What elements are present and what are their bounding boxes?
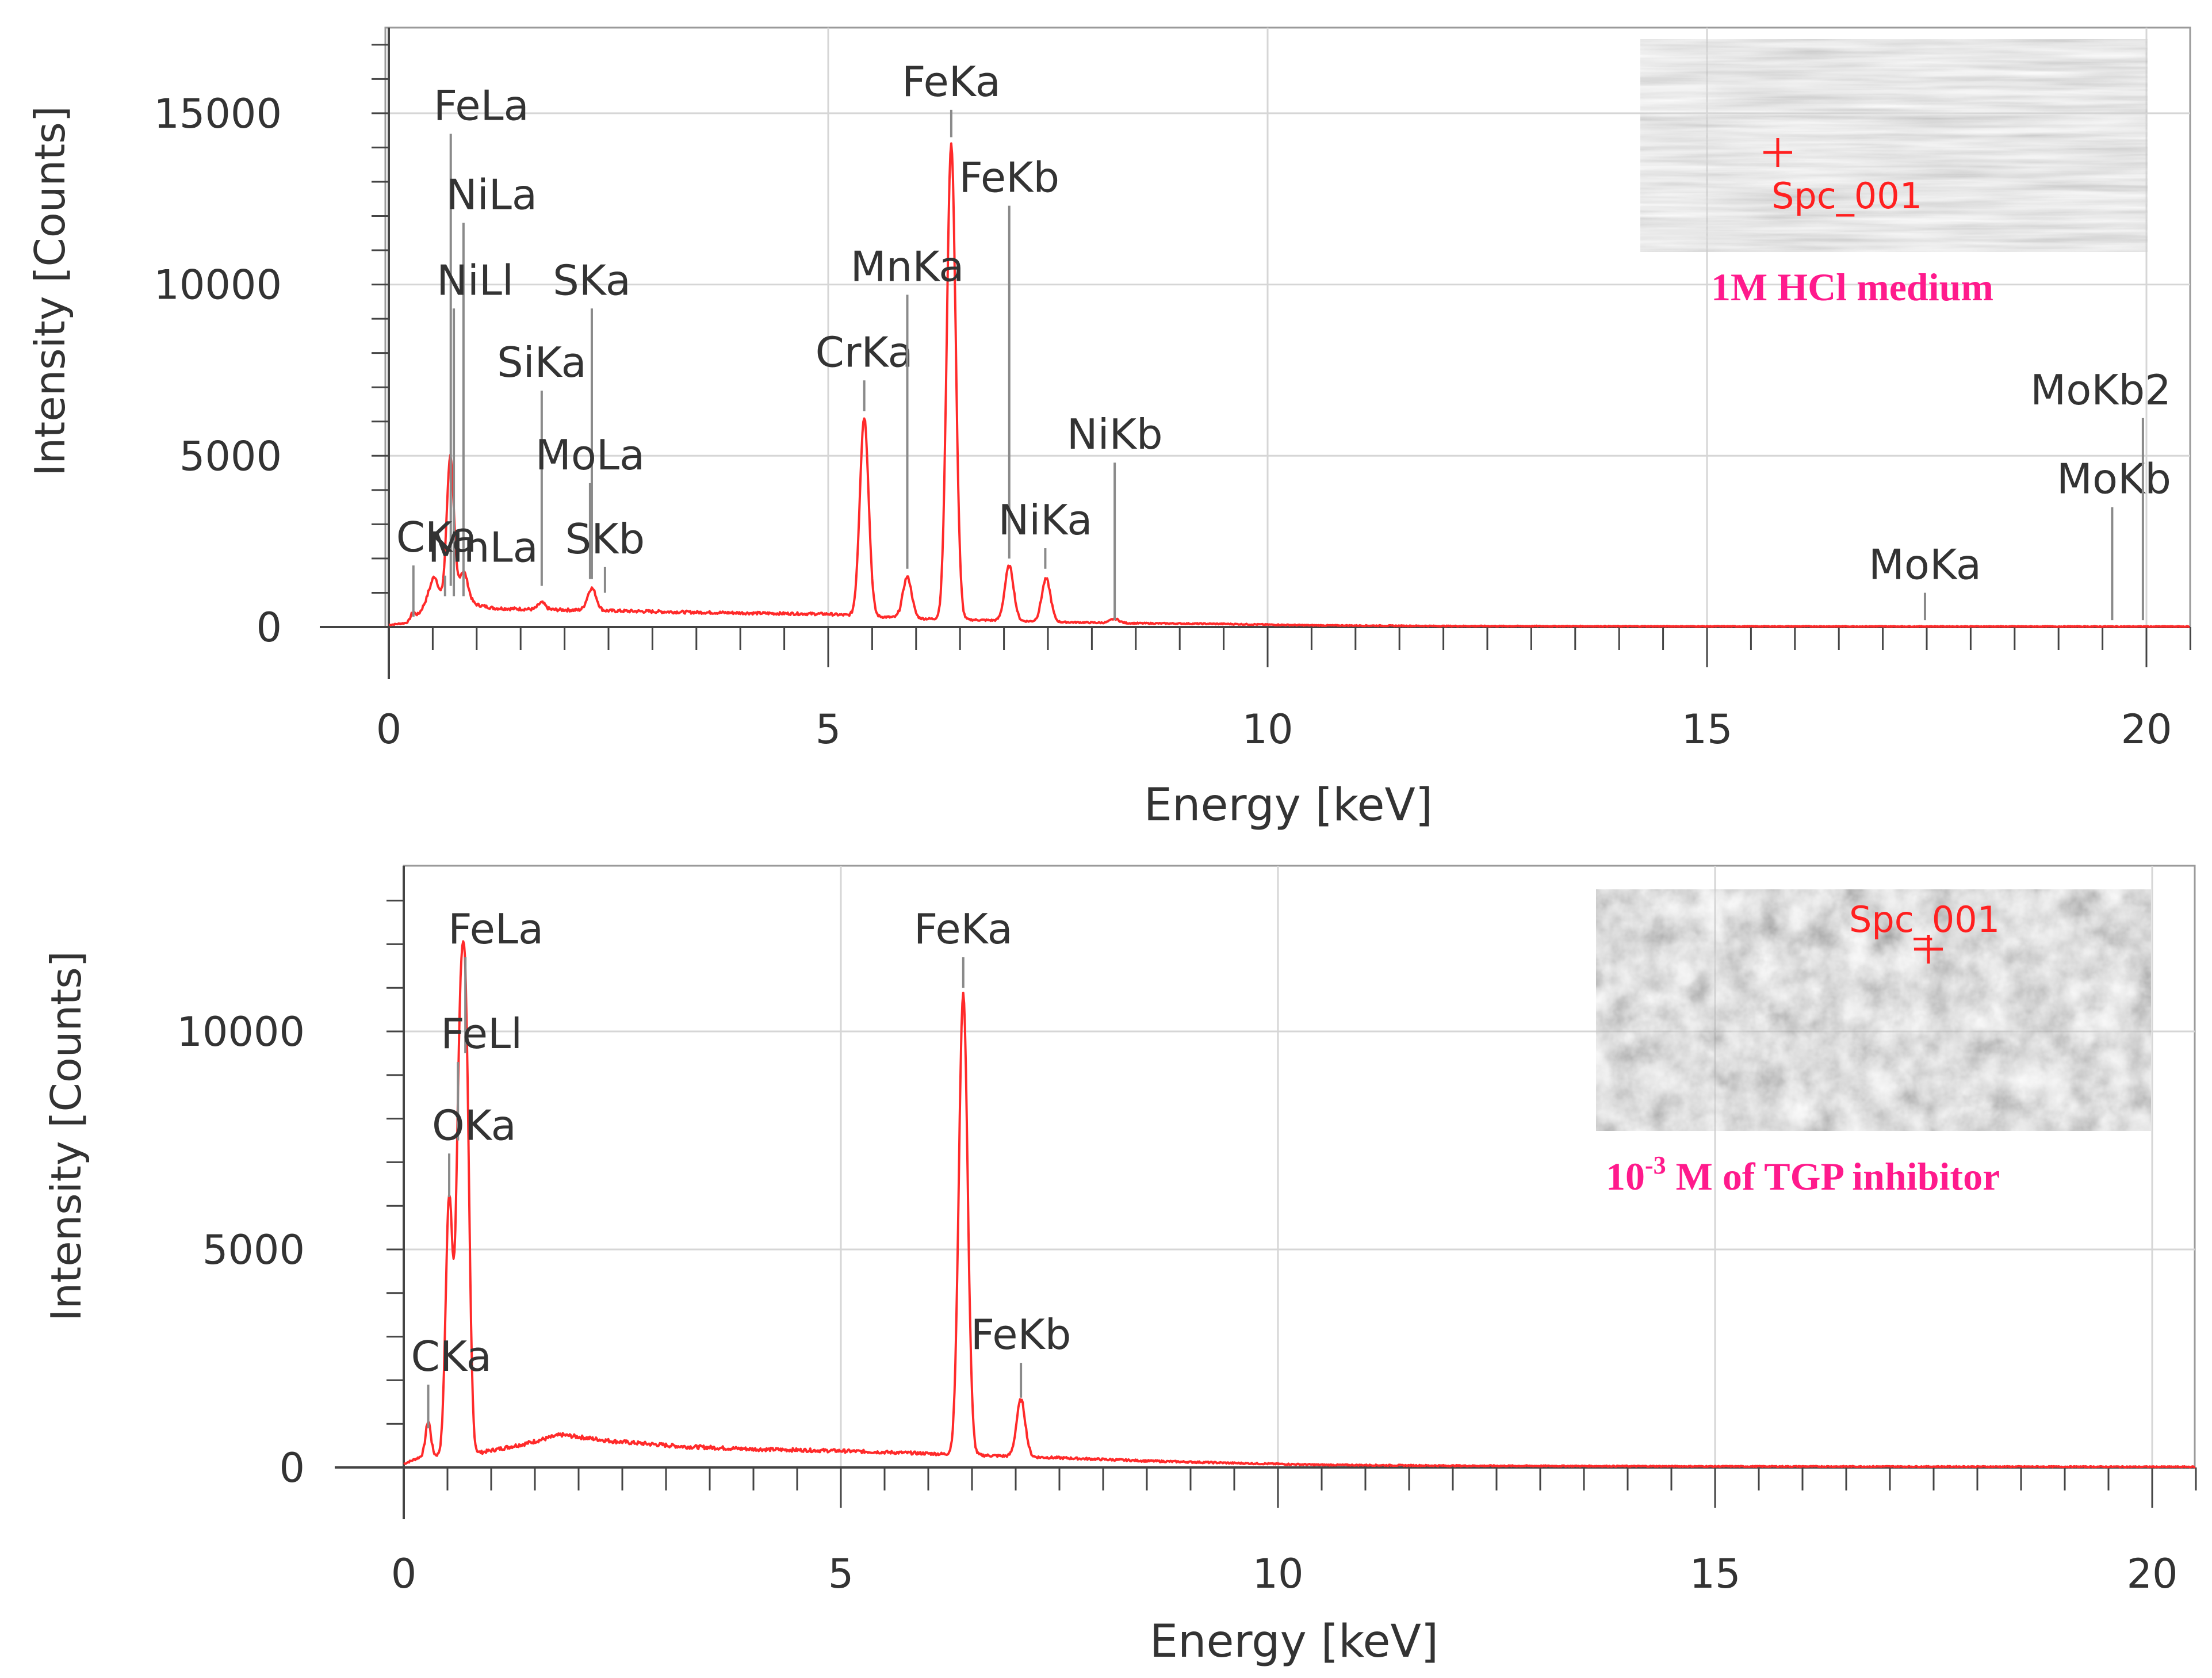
peak-annotation: MoLa — [535, 431, 645, 579]
peak-annotation: NiLl — [437, 256, 514, 597]
x-tick-label: 10 — [1252, 1550, 1303, 1597]
caption-rest: M of TGP inhibitor — [1666, 1155, 2000, 1198]
peak-label: FeLl — [441, 1010, 522, 1058]
peak-label: SKb — [565, 515, 645, 563]
peak-label: NiLl — [437, 256, 514, 304]
peak-label: NiLa — [446, 170, 537, 219]
inset-caption: 1M HCl medium — [1711, 265, 1993, 309]
peak-label: MnLa — [428, 523, 538, 572]
peak-label: FeKb — [959, 154, 1059, 202]
x-tick-label: 0 — [391, 1550, 417, 1597]
peak-annotation: NiKb — [1067, 410, 1163, 621]
peak-label: MnKa — [851, 242, 965, 291]
y-axis-label: Intensity [Counts] — [42, 951, 90, 1321]
x-tick-label: 5 — [816, 706, 841, 753]
x-axis-label: Energy [keV] — [1150, 1616, 1438, 1668]
sem-image — [1640, 39, 2148, 252]
sem-inset: Spc_001 1M HCl medium — [1640, 39, 2148, 309]
peak-annotation: MnKa — [851, 242, 965, 569]
inset-caption: 10-3 M of TGP inhibitor — [1606, 1151, 2000, 1198]
peak-label: CrKa — [816, 328, 913, 376]
y-tick-label: 0 — [256, 604, 282, 651]
crosshair-marker-icon — [1763, 138, 1792, 167]
y-tick-label: 0 — [279, 1444, 305, 1492]
peak-label: CKa — [411, 1332, 492, 1381]
peak-annotation: MoKb2 — [2030, 366, 2171, 621]
peak-annotation: CrKa — [816, 328, 913, 411]
peak-annotation: SKb — [565, 515, 645, 593]
peak-annotation: NiKa — [998, 496, 1092, 569]
inset-marker-label: Spc_001 — [1849, 899, 2000, 941]
peak-annotation: FeLa — [448, 905, 544, 1053]
peak-label: FeKa — [914, 905, 1013, 953]
caption-exponent: -3 — [1645, 1151, 1666, 1179]
peak-label: SKa — [553, 256, 631, 304]
spectrum-line — [388, 142, 2190, 628]
peak-annotation: FeLl — [441, 1010, 522, 1141]
sem-inset: Spc_001 10-3 M of TGP inhibitor — [1596, 889, 2151, 1198]
peak-label: FeKa — [902, 58, 1001, 106]
peak-annotation: SKa — [553, 256, 631, 579]
series-layer — [403, 940, 2196, 1469]
y-tick-label: 10000 — [177, 1008, 305, 1056]
peak-label: MoKb — [2057, 455, 2171, 503]
peak-annotation: FeLa — [434, 82, 529, 586]
caption-base: 10 — [1606, 1155, 1645, 1198]
peak-annotation: MoKb — [2057, 455, 2171, 621]
x-tick-label: 20 — [2121, 706, 2172, 753]
peak-label: FeLa — [434, 82, 529, 130]
peak-label: FeLa — [448, 905, 544, 953]
peak-label: SiKa — [497, 338, 587, 387]
peak-annotation: FeKa — [902, 58, 1001, 137]
peak-annotation: FeKa — [914, 905, 1013, 988]
tick-labels: 0 5 10 15 20 0 5000 10000 15000 — [154, 90, 2172, 753]
peak-label: CKa — [396, 513, 477, 561]
y-tick-label: 10000 — [154, 262, 282, 309]
x-tick-label: 0 — [376, 706, 402, 753]
peak-label: FeKb — [971, 1310, 1071, 1359]
y-tick-label: 5000 — [202, 1226, 305, 1274]
y-tick-label: 15000 — [154, 90, 282, 137]
peak-annotations: FeLa FeLl OKa CKa FeKa FeKb — [411, 905, 1071, 1428]
x-tick-label: 15 — [1681, 706, 1732, 753]
crosshair-marker-icon — [1914, 935, 1943, 964]
peak-annotation: MnLa — [428, 523, 538, 597]
x-axis-label: Energy [keV] — [1144, 779, 1433, 831]
bottom-spectrum-chart: 0 5 10 15 20 0 5000 10000 FeLa FeLl OKa CKa FeKa FeK… — [42, 865, 2197, 1668]
peak-annotation: NiLa — [446, 170, 537, 597]
x-tick-label: 5 — [828, 1550, 854, 1597]
peak-annotation: SiKa — [497, 338, 587, 586]
peak-label: NiKa — [998, 496, 1092, 544]
top-spectrum-chart: 0 5 10 15 20 0 5000 10000 15000 FeLa NiLa NiLl SKa S… — [26, 26, 2191, 831]
x-tick-label: 10 — [1242, 706, 1293, 753]
series-layer — [388, 142, 2190, 628]
peak-annotation: OKa — [432, 1101, 516, 1198]
peak-label: MoLa — [535, 431, 645, 479]
peak-annotation: CKa — [411, 1332, 492, 1428]
peak-label: NiKb — [1067, 410, 1163, 458]
x-tick-label: 15 — [1689, 1550, 1740, 1597]
peak-label: OKa — [432, 1101, 516, 1149]
peak-annotation: FeKb — [959, 154, 1059, 559]
spectrum-line — [403, 940, 2196, 1469]
peak-label: MoKb2 — [2030, 366, 2171, 414]
peak-label: MoKa — [1869, 540, 1981, 588]
tick-labels: 0 5 10 15 20 0 5000 10000 — [177, 1008, 2177, 1597]
y-axis-label: Intensity [Counts] — [26, 106, 74, 476]
peak-annotation: FeKb — [971, 1310, 1071, 1398]
x-tick-label: 20 — [2126, 1550, 2177, 1597]
sem-image — [1596, 889, 2151, 1131]
y-tick-label: 5000 — [179, 433, 282, 480]
inset-marker-label: Spc_001 — [1771, 175, 1922, 217]
peak-annotations: FeLa NiLa NiLl SKa SiKa MoLa CKa SKb MnLa CrKa MnK… — [396, 58, 2171, 621]
peak-annotation: CKa — [396, 513, 477, 617]
peak-annotation: MoKa — [1869, 540, 1981, 621]
